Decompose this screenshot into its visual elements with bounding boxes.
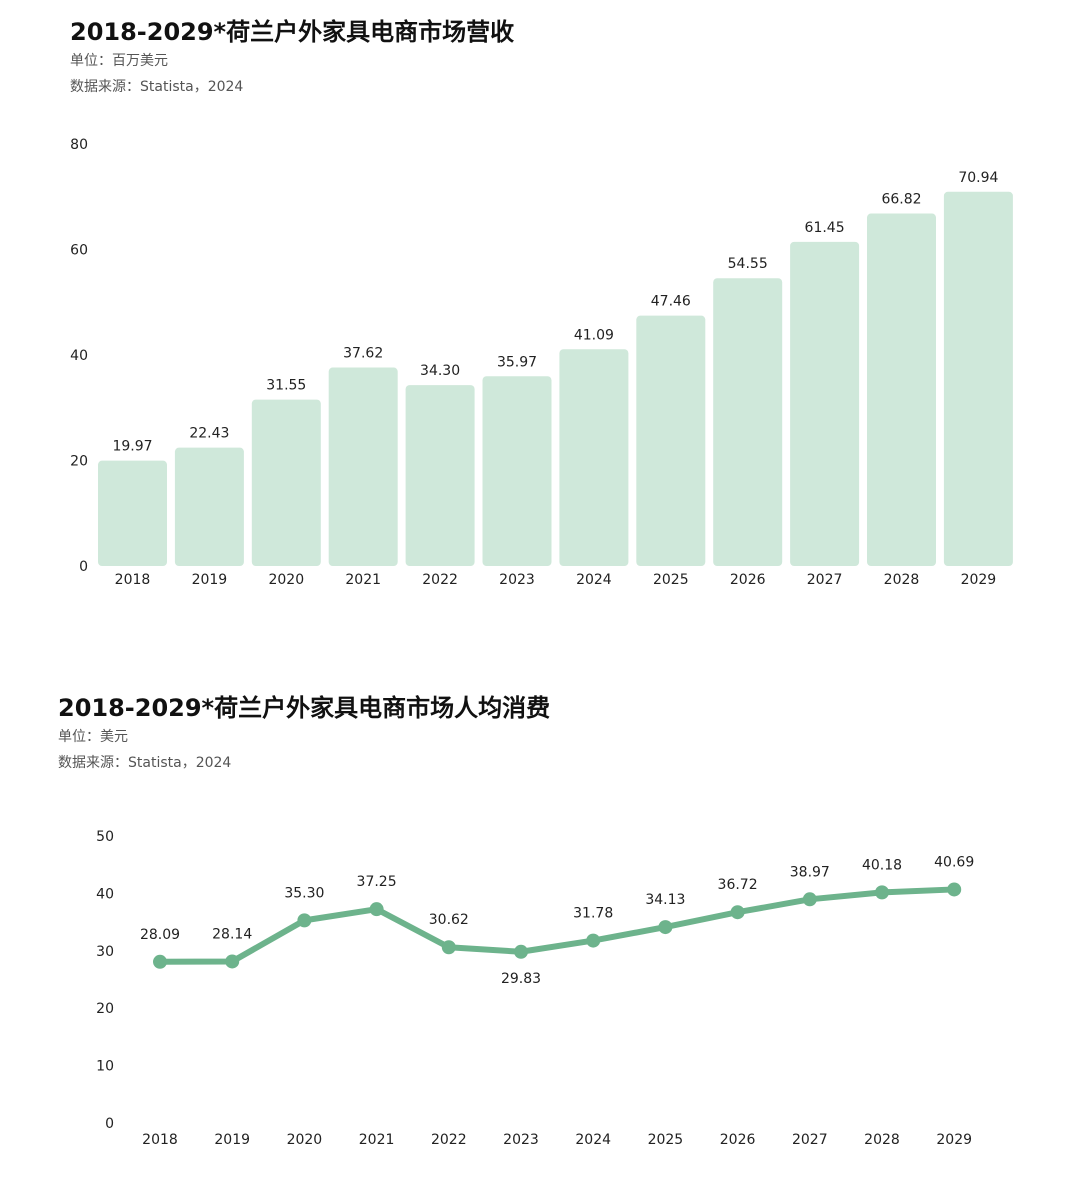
point-value-label: 28.14 [212,926,252,942]
bar-value-label: 35.97 [497,354,537,370]
bar [943,191,1013,566]
bar-value-label: 47.46 [651,294,691,310]
x-tick-label: 2021 [345,572,381,588]
point-value-label: 36.72 [718,877,758,893]
bar-value-label: 22.43 [189,426,229,442]
data-point [297,913,312,928]
bar-value-label: 34.30 [420,363,460,379]
point-value-label: 40.69 [934,854,974,870]
y-tick-label: 60 [70,243,88,259]
data-point [730,905,745,920]
chart-title: 2018-2029*荷兰户外家具电商市场人均消费 [58,694,551,722]
bar [405,385,475,566]
data-point [802,892,817,907]
x-tick-label: 2027 [792,1132,828,1148]
point-value-label: 29.83 [501,971,541,987]
series-line [157,886,958,965]
bar-value-label: 66.82 [881,192,921,208]
x-tick-label: 2026 [720,1132,756,1148]
point-value-label: 34.13 [645,892,685,908]
bar [867,213,936,566]
chart-source: 数据来源：Statista，2024 [70,79,244,95]
bar [713,278,783,566]
y-tick-label: 10 [96,1059,114,1075]
bar-value-label: 41.09 [574,327,614,343]
data-point [369,902,384,917]
bar-value-label: 54.55 [728,256,768,272]
y-tick-label: 40 [96,886,114,902]
y-tick-label: 30 [96,944,114,960]
x-tick-label: 2023 [503,1132,539,1148]
data-point [586,933,601,948]
y-tick-label: 50 [96,829,114,845]
data-point [947,882,962,897]
x-tick-label: 2019 [214,1132,250,1148]
data-point [658,920,673,935]
data-point [441,940,456,955]
data-point [225,954,240,969]
x-tick-label: 2029 [961,572,997,588]
y-tick-label: 20 [70,454,88,470]
x-tick-label: 2018 [142,1132,178,1148]
chart-unit: 单位：百万美元 [70,53,168,69]
y-tick-label: 0 [105,1116,114,1132]
x-tick-label: 2029 [936,1132,972,1148]
bar-value-label: 61.45 [805,220,845,236]
bar-value-label: 19.97 [112,439,152,455]
revenue-chart-panel: 2018-2029*荷兰户外家具电商市场营收 单位：百万美元 数据来源：Stat… [70,18,1013,588]
bar-value-label: 70.94 [958,170,998,186]
x-tick-label: 2022 [431,1132,467,1148]
x-tick-label: 2022 [422,572,458,588]
point-value-label: 30.62 [429,912,469,928]
data-point [514,944,528,959]
data-point [875,885,889,900]
bar [174,447,244,566]
x-tick-label: 2024 [576,572,612,588]
y-tick-label: 40 [70,348,88,364]
bar-chart: 0 20 40 60 80 19.97 2018 22.43 2019 31.55 2020 37.6… [70,137,1013,588]
point-value-label: 38.97 [790,864,830,880]
point-value-label: 40.18 [862,857,902,873]
point-value-label: 37.25 [357,874,397,890]
y-tick-label: 0 [79,559,88,575]
x-tick-label: 2025 [653,572,689,588]
bar [98,460,167,566]
y-tick-label: 80 [70,137,88,153]
x-tick-label: 2021 [359,1132,395,1148]
point-value-label: 31.78 [573,906,613,922]
line-chart: 0 10 20 30 40 50 28.09 2018 28.14 2019 35.30 2020 37… [96,829,974,1148]
y-tick-label: 20 [96,1001,114,1017]
chart-title: 2018-2029*荷兰户外家具电商市场营收 [70,18,515,46]
bar [482,376,552,566]
x-tick-label: 2028 [864,1132,900,1148]
x-tick-label: 2025 [648,1132,684,1148]
x-tick-label: 2026 [730,572,766,588]
per-capita-chart-panel: 2018-2029*荷兰户外家具电商市场人均消费 单位：美元 数据来源：Stat… [0,676,1080,1176]
x-tick-label: 2020 [268,572,304,588]
bar-value-label: 37.62 [343,346,383,362]
chart-unit: 单位：美元 [58,729,128,745]
x-tick-label: 2023 [499,572,535,588]
bar-value-label: 31.55 [266,378,306,394]
x-tick-label: 2018 [115,572,151,588]
bar [559,349,629,566]
x-tick-label: 2019 [192,572,228,588]
bar [328,367,398,566]
x-tick-label: 2024 [575,1132,611,1148]
bar [636,315,706,566]
point-value-label: 35.30 [284,885,324,901]
x-tick-label: 2020 [287,1132,323,1148]
x-tick-label: 2028 [884,572,920,588]
chart-source: 数据来源：Statista，2024 [58,755,232,771]
bar [790,241,860,566]
point-value-label: 28.09 [140,927,180,943]
x-tick-label: 2027 [807,572,843,588]
bar [251,399,321,566]
data-point [153,954,167,969]
